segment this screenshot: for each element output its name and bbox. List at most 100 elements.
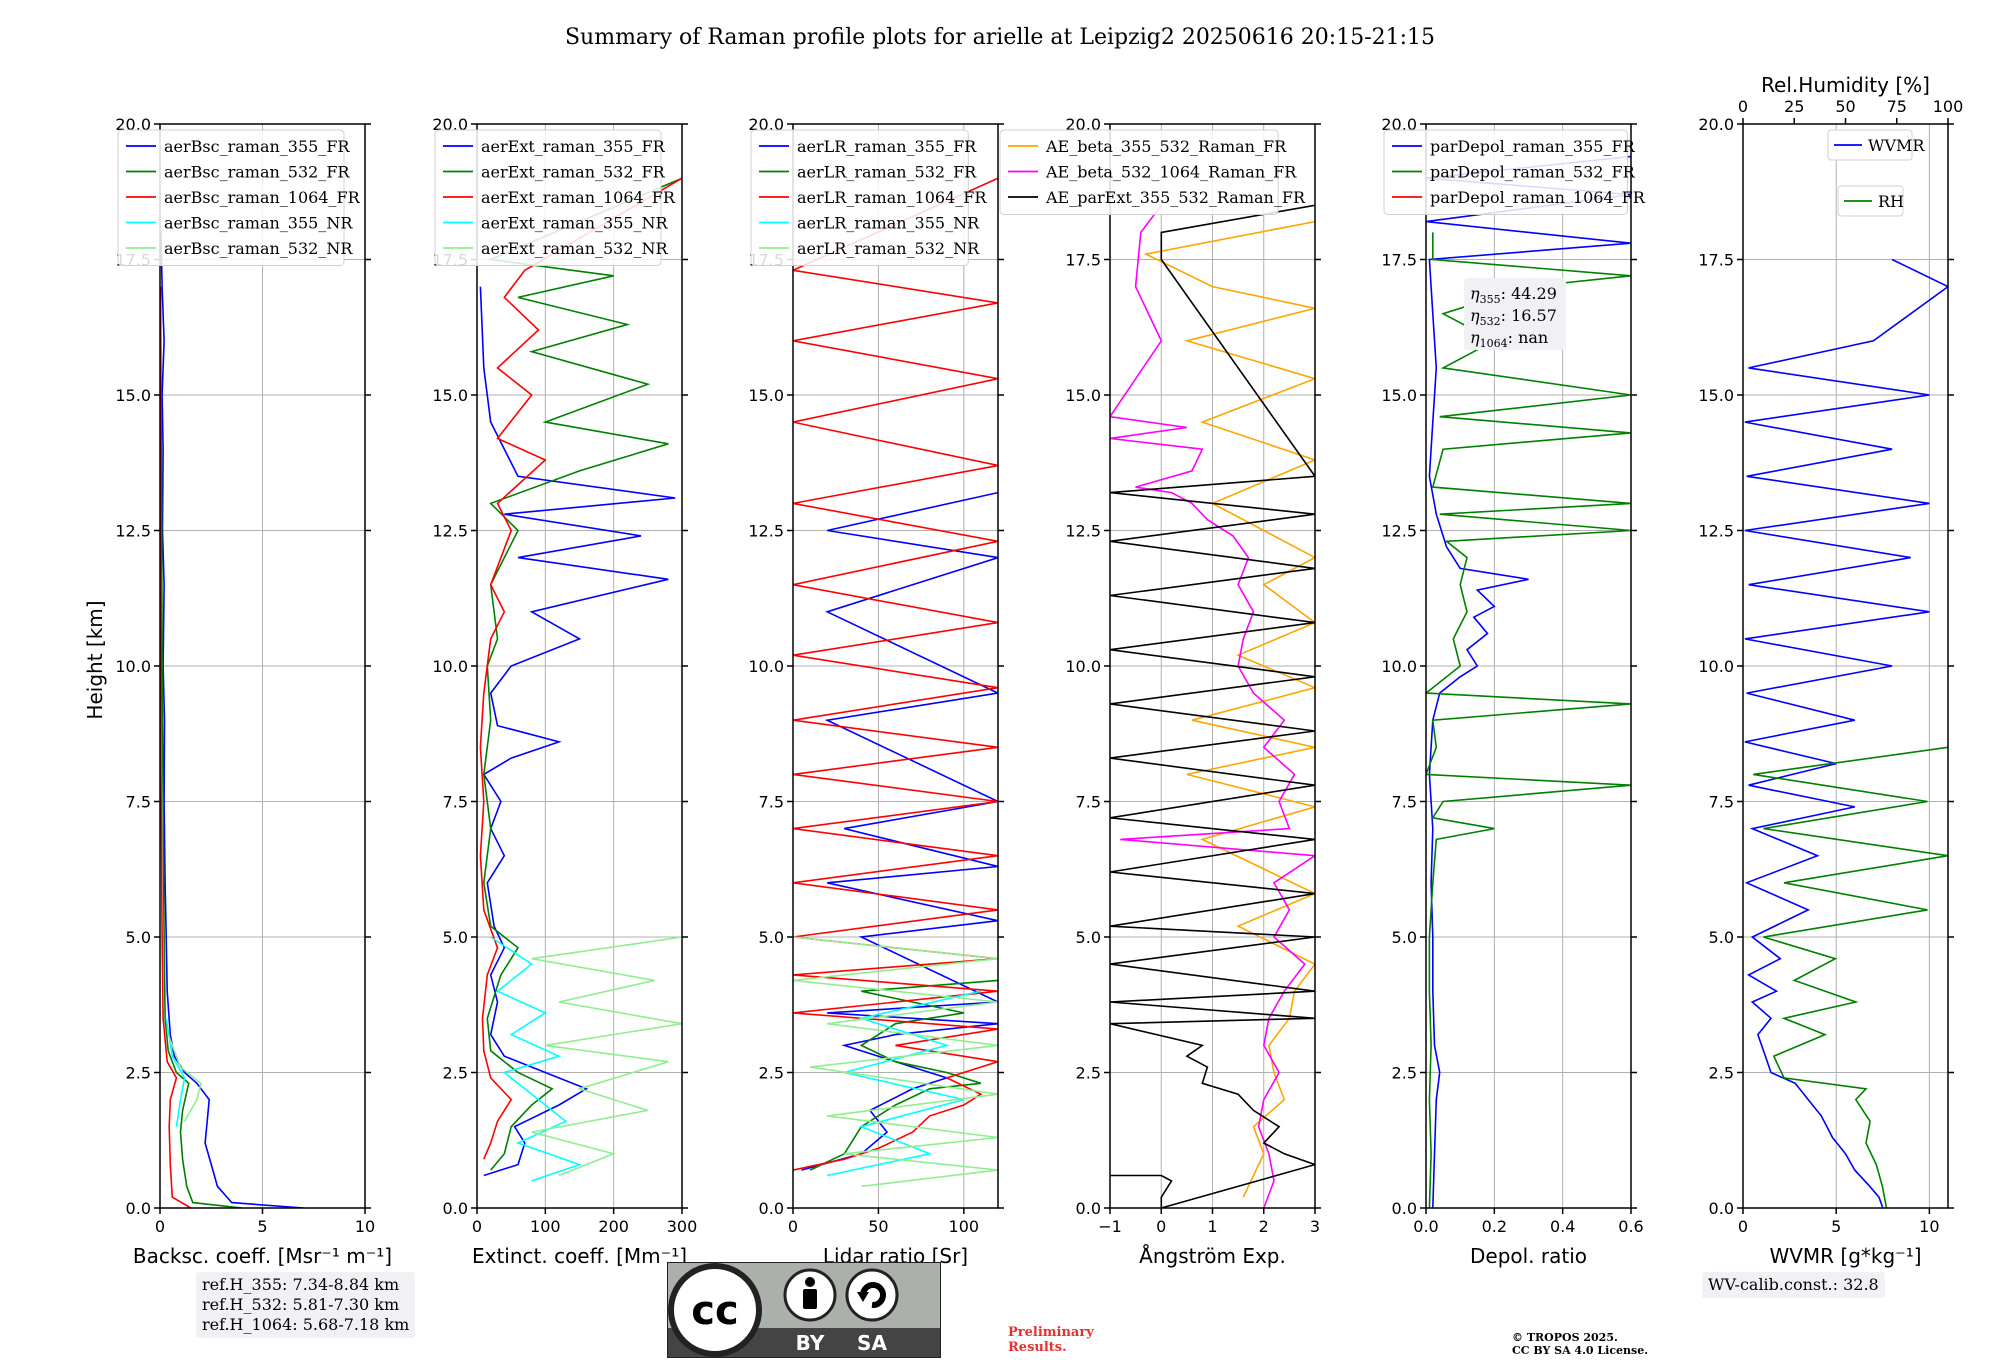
copyright-line-2: CC BY SA 4.0 License. <box>1512 1344 1649 1357</box>
y-tick-label: 12.5 <box>748 522 784 541</box>
y-tick-label: 0.0 <box>126 1199 151 1218</box>
panel-lr: 0.02.55.07.510.012.515.017.520.0050100Li… <box>748 115 1004 1268</box>
x-tick-label: 0.4 <box>1550 1217 1575 1236</box>
panel-ext: 0.02.55.07.510.012.515.017.520.001002003… <box>432 115 697 1268</box>
legend-label: aerExt_raman_355_NR <box>481 214 669 233</box>
y-tick-label: 15.0 <box>748 386 784 405</box>
x-tick-label: 2 <box>1259 1217 1269 1236</box>
series-parDepol_raman_532_FR <box>1426 232 1631 1208</box>
reference-heights-box: ref.H_355: 7.34-8.84 km ref.H_532: 5.81-… <box>196 1272 416 1338</box>
series-AE_parExt_355_532_Raman_FR <box>1110 204 1315 1208</box>
eta-1064-label: η1064: nan <box>1470 328 1548 350</box>
badge-sa-label: SA <box>857 1331 887 1355</box>
x-tick-label: 5 <box>257 1217 267 1236</box>
series-aerBsc_raman_355_NR <box>165 1018 186 1127</box>
y-tick-label: 17.5 <box>1381 251 1417 270</box>
legend-label: aerExt_raman_532_FR <box>481 163 666 182</box>
wv-calib-box: WV-calib.const.: 32.8 <box>1702 1272 1885 1298</box>
y-tick-label: 12.5 <box>1381 522 1417 541</box>
y-tick-label: 5.0 <box>443 928 468 947</box>
preliminary-line-1: Preliminary <box>1008 1325 1094 1340</box>
legend-lr: aerLR_raman_355_FR aerLR_raman_532_FR aerL… <box>750 129 987 266</box>
y-axis-label: Height [km] <box>83 600 107 719</box>
x-tick-label: 50 <box>868 1217 888 1236</box>
legend-label: AE_parExt_355_532_Raman_FR <box>1045 188 1306 207</box>
legend-label: WVMR <box>1868 136 1925 155</box>
ref-h-1064: ref.H_1064: 5.68-7.18 km <box>202 1315 410 1334</box>
y-tick-label: 7.5 <box>1392 793 1417 812</box>
x-tick-label: 1 <box>1207 1217 1217 1236</box>
share-alike-arrow-icon <box>860 1282 886 1309</box>
y-tick-label: 2.5 <box>1709 1064 1734 1083</box>
y-tick-label: 12.5 <box>115 522 151 541</box>
legend-label: aerExt_raman_532_NR <box>481 239 669 258</box>
y-tick-label: 0.0 <box>1709 1199 1734 1218</box>
y-tick-label: 10.0 <box>1065 657 1101 676</box>
share-alike-icon <box>845 1268 899 1322</box>
legend-label: aerLR_raman_532_NR <box>797 239 980 258</box>
y-tick-label: 10.0 <box>1381 657 1417 676</box>
y-tick-label: 10.0 <box>1698 657 1734 676</box>
x-tick-label: 0.2 <box>1482 1217 1507 1236</box>
panel-bsc: 0.02.55.07.510.012.515.017.520.00510Back… <box>115 115 392 1268</box>
legend-label: aerLR_raman_532_FR <box>797 163 977 182</box>
x-tick-label: 100 <box>949 1217 980 1236</box>
y-tick-label: 7.5 <box>759 793 784 812</box>
y-tick-label: 20.0 <box>115 115 151 134</box>
series-aerBsc_raman_532_FR <box>160 286 243 1208</box>
x-tick-label: 0 <box>155 1217 165 1236</box>
legend-label: parDepol_raman_355_FR <box>1430 137 1636 156</box>
series-parDepol_raman_355_FR <box>1426 155 1631 1208</box>
x-axis-label: WVMR [g*kg⁻¹] <box>1769 1244 1921 1268</box>
x-tick-label: 100 <box>530 1217 561 1236</box>
series-aerExt_raman_355_FR <box>479 286 676 1177</box>
legend-label: aerBsc_raman_355_NR <box>164 214 353 233</box>
preliminary-results-note: Preliminary Results. <box>1008 1325 1094 1355</box>
y-tick-label: 5.0 <box>759 928 784 947</box>
eta-532-label: η532: 16.57 <box>1470 306 1557 328</box>
top-x-tick-label: 50 <box>1835 97 1855 116</box>
legend-label: aerBsc_raman_532_FR <box>164 163 350 182</box>
legend-box <box>999 129 1279 215</box>
series-aerLR_raman_1064_FR <box>793 177 998 1171</box>
legend-label: aerBsc_raman_355_FR <box>164 137 350 156</box>
preliminary-line-2: Results. <box>1008 1340 1067 1355</box>
y-tick-label: 15.0 <box>432 386 468 405</box>
legend-label: AE_beta_532_1064_Raman_FR <box>1045 163 1297 182</box>
legend-ext: aerExt_raman_355_FR aerExt_raman_532_FRae… <box>434 129 676 266</box>
top-x-tick-label: 25 <box>1784 97 1804 116</box>
legend-label: aerExt_raman_355_FR <box>481 137 666 156</box>
figure-title: Summary of Raman profile plots for ariel… <box>565 25 1435 50</box>
legend-label: aerLR_raman_355_FR <box>797 137 977 156</box>
share-alike-arrowhead-icon <box>857 1292 869 1302</box>
y-tick-label: 5.0 <box>1709 928 1734 947</box>
x-tick-label: 0 <box>1156 1217 1166 1236</box>
panel-wvmr: 0.02.55.07.510.012.515.017.520.00 5 10WVMR… <box>1698 73 1963 1268</box>
x-tick-label: 0 <box>788 1217 798 1236</box>
legend-ae: AE_beta_355_532_Raman_FR AE_beta_532_1064… <box>999 129 1306 215</box>
legend-box <box>1827 129 1913 161</box>
x-tick-label: 300 <box>667 1217 698 1236</box>
y-tick-label: 0.0 <box>443 1199 468 1218</box>
top-x-tick-label: 100 <box>1933 97 1964 116</box>
legend-label: AE_beta_355_532_Raman_FR <box>1045 137 1287 156</box>
y-tick-label: 7.5 <box>1709 793 1734 812</box>
x-axis-label: Ångström Exp. <box>1139 1244 1286 1268</box>
y-tick-label: 12.5 <box>1065 522 1101 541</box>
y-tick-label: 0.0 <box>1392 1199 1417 1218</box>
legend-label: aerLR_raman_1064_FR <box>797 188 987 207</box>
y-tick-label: 5.0 <box>126 928 151 947</box>
series-aerBsc_raman_1064_FR <box>160 286 192 1208</box>
person-head-icon <box>805 1277 815 1287</box>
y-tick-label: 7.5 <box>443 793 468 812</box>
series-aerExt_raman_1064_FR <box>479 177 682 1160</box>
y-tick-label: 2.5 <box>443 1064 468 1083</box>
y-tick-label: 0.0 <box>759 1199 784 1218</box>
y-tick-label: 20.0 <box>748 115 784 134</box>
y-tick-label: 15.0 <box>1698 386 1734 405</box>
x-axis-label: Depol. ratio <box>1470 1244 1587 1268</box>
y-tick-label: 15.0 <box>1065 386 1101 405</box>
x-tick-label: 0.0 <box>1413 1217 1438 1236</box>
